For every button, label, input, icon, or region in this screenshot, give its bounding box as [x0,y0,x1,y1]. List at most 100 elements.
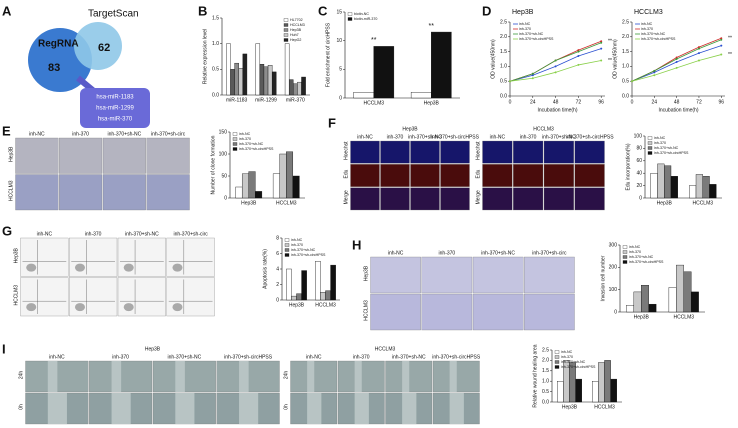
bar [689,185,697,199]
point [554,65,557,68]
y-tick-label: 0.0 [500,93,507,99]
bar [286,268,292,301]
point [697,52,700,55]
bar [284,43,290,96]
legend-swatch [622,260,628,264]
mirna: hsa-miR-370 [98,117,133,123]
bar [230,69,235,96]
bar [271,71,277,96]
x-tick-label: 96 [598,99,604,105]
bar [598,362,605,403]
bar [431,31,452,99]
micrograph [543,164,574,187]
wound-gap [402,393,417,424]
legend-label: inh-370+sh-circHPSS [654,151,689,155]
y-tick-label: 1.5 [500,49,507,55]
y-tick-label: 0 [224,195,227,201]
micrograph [370,256,421,294]
micrograph [102,137,146,174]
column-label: inh-370 [353,354,370,360]
y-tick-label: 1.5 [622,49,629,55]
legend-label: biotin-miR-370 [354,17,377,21]
column-label: inh-NC [29,131,45,137]
micrograph [513,187,544,211]
point [531,74,534,77]
row-label: HCCLM3 [8,180,14,201]
y-axis-label: Relative expression level [202,29,208,84]
point [600,40,603,43]
micrograph [20,237,69,277]
legend-label: inh-370+sh-circHPSS [291,253,326,257]
micrograph [15,137,59,174]
venn-right [74,22,122,70]
legend-label: inh-370 [239,137,251,141]
column-label: inh-370+sh-NC [167,354,201,360]
column-label: inh-370 [72,131,89,137]
row-label: HCCLM3 [363,300,369,321]
legend-swatch [647,146,653,150]
point [600,59,603,62]
wound-gap [47,393,67,424]
bar [648,303,657,313]
micrograph [69,277,118,317]
y-tick-label: 0.5 [542,389,549,395]
bar [301,270,307,301]
column-label: inh-NC [490,134,506,140]
point [653,71,656,74]
micrograph [146,174,190,211]
wound-gap [402,361,410,392]
micrograph [146,137,190,174]
bar [292,175,300,199]
micrograph [15,174,59,211]
legend-label: HepG2 [290,38,301,42]
cell-cloud [26,303,37,312]
legend-label: biotin-NC [354,12,369,16]
legend-label: inh-NC [519,22,531,26]
y-axis-label: Relative wound healing area [532,344,538,407]
legend-label: inh-370 [641,27,653,31]
point [697,59,700,62]
y-tick-label: 2.0 [622,34,629,40]
image-title: HCCLM3 [533,126,554,132]
column-label: inh-370+sh-NC [125,231,159,237]
y-tick-label: 0.0 [542,399,549,405]
y-axis-label: Apoptosis rate(%) [262,249,268,289]
bar [373,46,395,99]
bar [676,264,684,313]
y-tick-label: 300 [609,242,618,248]
row-label: 24h [283,371,289,380]
micrograph [574,164,605,187]
legend-swatch [347,17,353,21]
bar [301,76,306,96]
y-tick-label: 1.0 [542,379,549,385]
legend-label: inh-370+sh-NC [561,360,586,364]
venn-left-count: 83 [48,62,60,74]
row-label: HCCLM3 [13,285,19,306]
column-label: inh-370 [85,231,102,237]
y-tick-label: 0.0 [212,92,219,98]
cell-cloud [26,263,37,272]
y-tick-label: 150 [219,129,228,135]
y-tick-label: 0 [276,297,279,303]
significance: ** [728,36,732,42]
legend-label: inh-370+sh-NC [291,248,316,252]
x-axis-label: Incubation time(h) [658,107,698,113]
micrograph [574,187,605,211]
micrograph [20,277,69,317]
chart-title: HCCLM3 [634,9,663,16]
y-tick-label: 0.5 [622,79,629,85]
legend-label: Huh7 [290,33,299,37]
legend-label: HL7702 [290,18,303,22]
micrograph [380,187,410,211]
micrograph [440,164,470,187]
legend-label: inh-370 [291,243,303,247]
micrograph [421,293,473,331]
legend-label: inh-NC [239,132,251,136]
y-tick-label: 5 [339,67,342,73]
x-tick-label: Hep3B [424,100,440,106]
legend-swatch [647,141,653,145]
legend-swatch [554,350,560,354]
column-label: inh-370+sh-circHPSS [566,134,615,140]
legend-label: inh-370 [629,250,641,254]
venn-right-count: 62 [98,42,110,54]
